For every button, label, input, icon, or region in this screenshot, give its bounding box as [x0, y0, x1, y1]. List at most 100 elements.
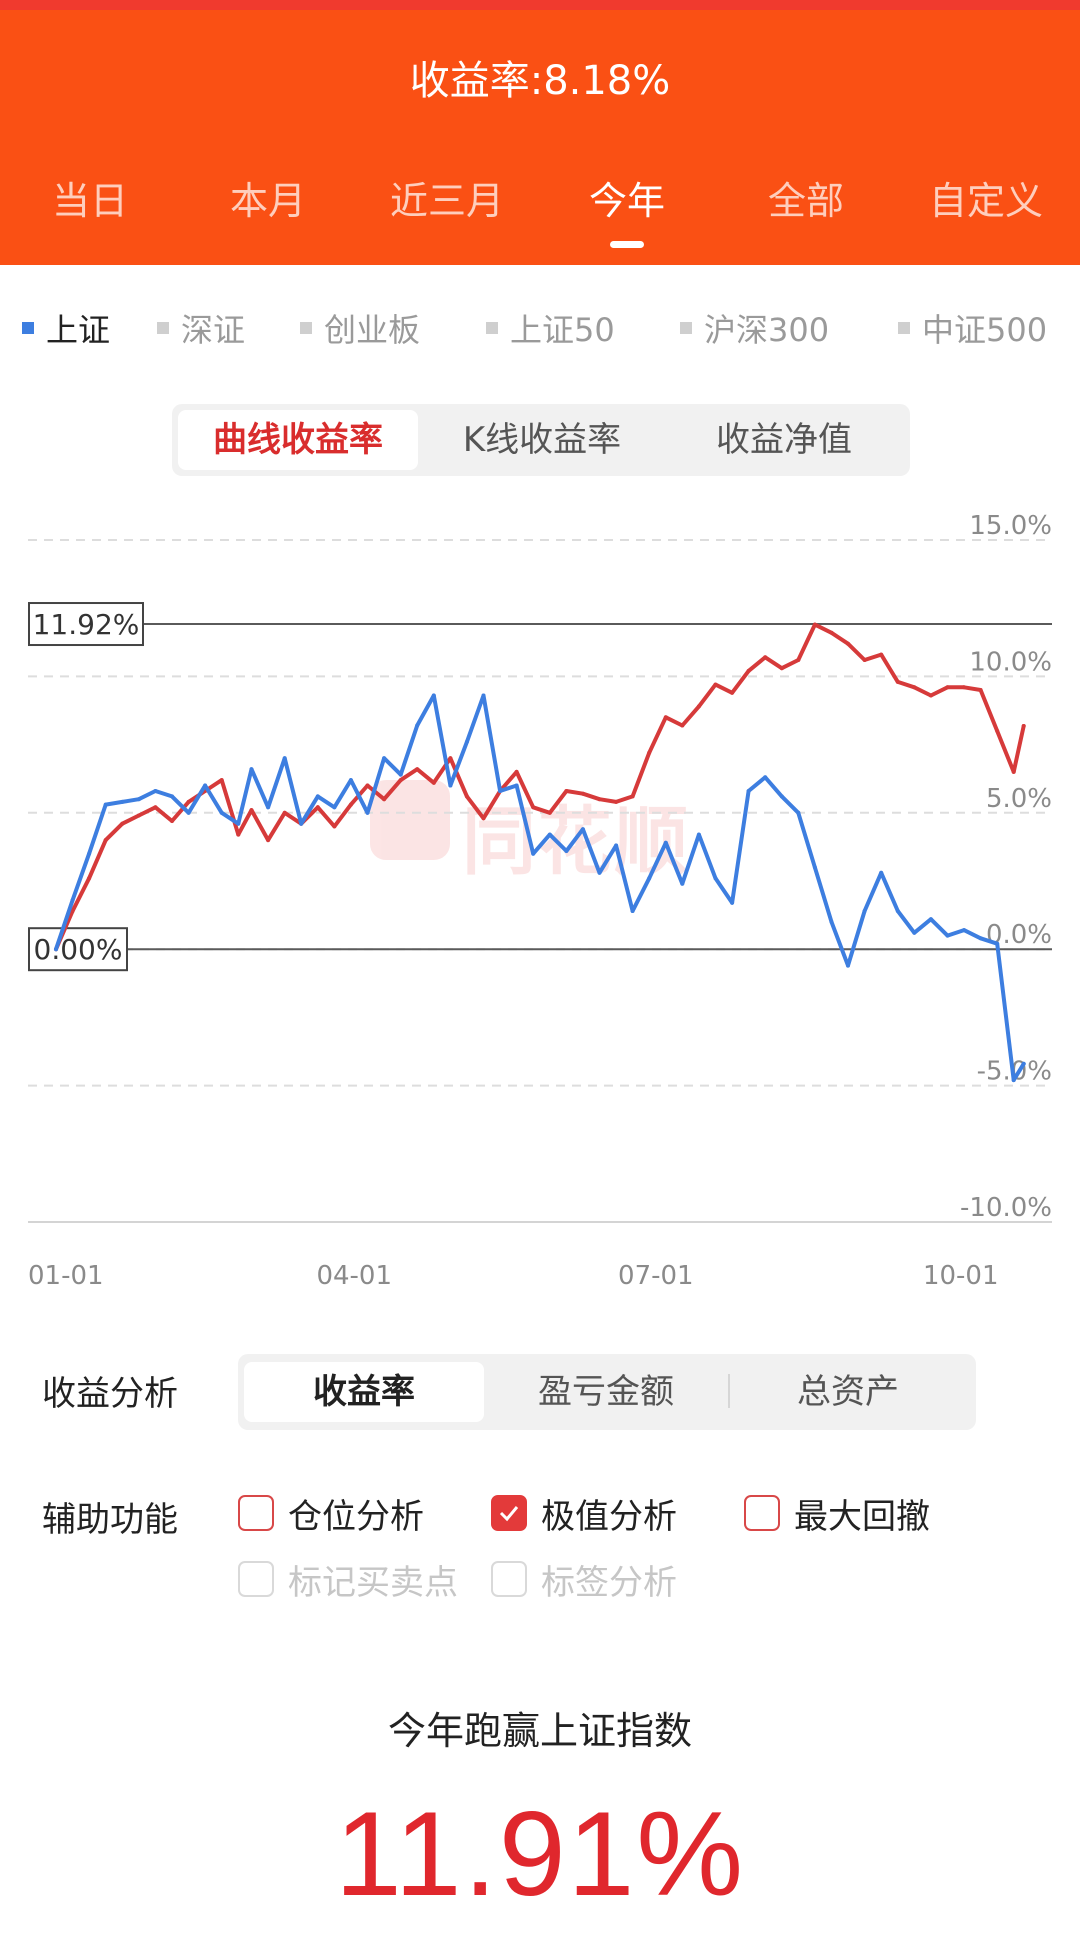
- outperform-value: 11.91%: [334, 1787, 746, 1921]
- x-tick-label: 01-01: [28, 1261, 104, 1291]
- y-tick-label: 10.0%: [969, 647, 1052, 677]
- tab-this-month[interactable]: 本月: [229, 179, 306, 223]
- index-shenzhen[interactable]: 深证: [157, 305, 245, 351]
- analysis-switch: 收益率 盈亏金额 总资产: [238, 1354, 976, 1430]
- series-point: [514, 783, 519, 788]
- checkbox-position-analysis[interactable]: 仓位分析: [238, 1488, 424, 1538]
- index-sse50[interactable]: 上证50: [486, 305, 615, 351]
- series-point: [186, 799, 191, 804]
- tab-today[interactable]: 当日: [51, 179, 128, 223]
- series-point: [236, 821, 241, 826]
- series-point: [398, 778, 403, 783]
- series-point: [663, 840, 668, 845]
- series-point: [547, 810, 552, 815]
- checkbox-box[interactable]: [238, 1495, 274, 1531]
- series-point: [696, 704, 701, 709]
- chart-svg[interactable]: 15.0%10.0%5.0%0.0%-5.0%-10.0%01-01 04-01 0…: [0, 500, 1080, 1300]
- series-point: [564, 849, 569, 853]
- series-point: [219, 810, 224, 815]
- series-point: [348, 802, 353, 807]
- series-point: [928, 917, 933, 922]
- tab-this-year[interactable]: 今年: [588, 179, 665, 223]
- series-point: [862, 658, 867, 662]
- series-point: [120, 821, 125, 826]
- series-point: [696, 832, 701, 837]
- series-point: [332, 824, 337, 829]
- series-point: [514, 769, 519, 774]
- series-point: [630, 794, 635, 799]
- tab-kline-yield[interactable]: K线收益率: [462, 420, 622, 460]
- series-point: [912, 930, 917, 935]
- portfolio-series-line: [54, 622, 1026, 952]
- index-chinext[interactable]: 创业板: [300, 305, 420, 351]
- series-point: [614, 843, 619, 848]
- series-point: [1011, 769, 1016, 774]
- index-shanghai[interactable]: 上证: [22, 305, 110, 351]
- series-point: [746, 789, 751, 793]
- series-point: [382, 797, 387, 802]
- series-point: [481, 816, 486, 821]
- legend-square-icon: [157, 322, 169, 334]
- watermark-logo-icon: [370, 780, 450, 860]
- index-csi500[interactable]: 中证500: [898, 305, 1047, 351]
- outperform-label: 今年跑赢上证指数: [387, 1709, 692, 1753]
- series-point: [415, 767, 420, 772]
- series-point: [103, 838, 108, 843]
- checkbox-max-drawdown[interactable]: 最大回撤: [744, 1488, 930, 1538]
- checkbox-label: 标记买卖点: [288, 1562, 458, 1603]
- series-point: [249, 767, 254, 772]
- tab-total-assets[interactable]: 总资产: [797, 1372, 899, 1412]
- tab-net-value[interactable]: 收益净值: [716, 420, 852, 460]
- tab-three-months[interactable]: 近三月: [389, 179, 504, 223]
- series-point: [846, 963, 850, 968]
- series-point: [879, 652, 884, 657]
- series-point: [266, 805, 271, 810]
- series-point: [1021, 724, 1026, 728]
- series-point: [282, 756, 287, 761]
- segment-divider: [728, 1374, 730, 1408]
- series-point: [299, 821, 304, 826]
- series-point: [597, 870, 602, 875]
- header: 收益率:8.18% 当日 本月 近三月 今年 全部 自定义: [0, 0, 1080, 265]
- series-point: [945, 933, 950, 938]
- legend-square-icon: [898, 322, 910, 334]
- series-point: [136, 797, 141, 802]
- analysis-label: 收益分析: [42, 1374, 178, 1414]
- tab-custom[interactable]: 自定义: [928, 179, 1043, 223]
- tab-yield-rate[interactable]: 收益率: [244, 1362, 484, 1422]
- series-point: [315, 794, 320, 799]
- series-point: [978, 688, 983, 692]
- series-point: [895, 909, 900, 913]
- series-point: [614, 799, 619, 804]
- series-point: [464, 794, 469, 799]
- checkbox-box[interactable]: [744, 1495, 780, 1531]
- index-csi300[interactable]: 沪深300: [680, 305, 829, 351]
- series-point: [630, 909, 635, 913]
- y-tick-label: 15.0%: [969, 511, 1052, 541]
- series-point: [812, 622, 817, 627]
- checkbox-box: [491, 1561, 527, 1597]
- series-point: [928, 693, 933, 698]
- series-point: [448, 756, 453, 761]
- series-point: [713, 682, 718, 687]
- series-point: [70, 909, 75, 913]
- tab-all[interactable]: 全部: [767, 179, 844, 223]
- checkbox-box[interactable]: [491, 1495, 527, 1531]
- tab-profit-amount[interactable]: 盈亏金额: [538, 1372, 674, 1412]
- series-point: [647, 750, 652, 755]
- series-point: [153, 805, 158, 810]
- series-point: [219, 778, 224, 783]
- series-point: [448, 783, 453, 788]
- checkbox-extreme-analysis[interactable]: 极值分析: [491, 1488, 677, 1538]
- tab-curve-yield[interactable]: 曲线收益率: [178, 410, 418, 470]
- series-point: [962, 685, 966, 690]
- series-point: [647, 876, 652, 881]
- series-point: [962, 928, 966, 933]
- checkmark-icon: [499, 1506, 519, 1522]
- series-point: [862, 909, 867, 913]
- series-point: [103, 802, 108, 807]
- period-tabs: 当日 本月 近三月 今年 全部 自定义: [0, 170, 1080, 230]
- index-label: 上证50: [510, 311, 615, 349]
- series-point: [846, 641, 850, 646]
